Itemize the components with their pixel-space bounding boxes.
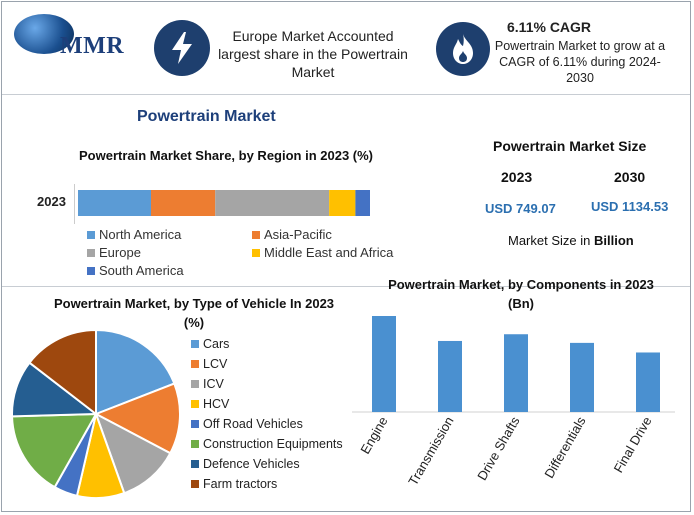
components-bar (438, 340, 462, 412)
components-bar (504, 334, 528, 412)
pie-slice (95, 328, 176, 416)
components-chart-title: Powertrain Market, by Components in 2023… (388, 277, 654, 311)
components-tick-label: Engine (357, 414, 390, 457)
section-divider (2, 286, 690, 287)
components-bar (372, 316, 396, 412)
pie-legend-item: HCV (191, 397, 229, 411)
legend-swatch (252, 230, 260, 239)
legend-label: Europe (99, 245, 141, 260)
pie-legend-item: LCV (191, 357, 227, 371)
cagr-text: Powertrain Market to grow at a CAGR of 6… (494, 39, 666, 85)
market-size-note: Market Size in Billion (508, 233, 634, 248)
components-tick-label: Drive Shafts (474, 414, 523, 483)
pie-legend-item: Farm tractors (191, 477, 277, 491)
legend-label: North America (99, 227, 182, 242)
components-bar (570, 342, 594, 412)
legend-swatch (191, 460, 199, 468)
logo-globe-icon (14, 14, 74, 54)
components-bar (636, 352, 660, 412)
market-size-note-prefix: Market Size in (508, 233, 594, 248)
legend-label: Middle East and Africa (264, 245, 394, 260)
market-size-year-2023: 2023 (501, 169, 533, 185)
vehicle-pie-chart (11, 328, 181, 499)
legend-swatch (252, 248, 260, 257)
header-divider (2, 94, 690, 95)
market-size-value-2023: USD 749.07 (485, 201, 556, 216)
legend-swatch (191, 360, 199, 368)
page-title: Powertrain Market (137, 108, 276, 125)
components-tick-label: Final Drive (611, 414, 655, 475)
region-chart-title: Powertrain Market Share, by Region in 20… (78, 148, 374, 163)
market-size-year-2030: 2030 (614, 169, 646, 185)
legend-label: Off Road Vehicles (203, 417, 303, 431)
legend-item-north-america: North America (87, 227, 181, 242)
region-bar-segment (78, 190, 151, 216)
cagr-title: 6.11% CAGR (507, 19, 592, 35)
pie-slice (11, 412, 98, 489)
pie-slice (28, 328, 97, 417)
market-size-note-unit: Billion (593, 233, 634, 248)
legend-label: South America (99, 263, 184, 278)
legend-swatch (191, 340, 199, 348)
pie-legend-item: Cars (191, 337, 229, 351)
legend-swatch (87, 266, 95, 275)
components-bar-chart: Engine Transmission Drive Shafts Differenti… (352, 316, 675, 488)
legend-label: Farm tractors (203, 477, 278, 491)
region-bar-segment (355, 190, 370, 216)
pie-slice (94, 411, 172, 495)
legend-swatch (191, 420, 199, 428)
flame-icon (436, 22, 490, 76)
pie-legend-item: Defence Vehicles (191, 457, 300, 471)
components-tick-label: Differentials (541, 414, 588, 481)
region-bar-segment (215, 190, 330, 216)
legend-item-mea: Middle East and Africa (252, 245, 393, 260)
pie-legend-item: ICV (191, 377, 224, 391)
vehicle-chart-title: Powertrain Market, by Type of Vehicle In… (53, 296, 335, 330)
legend-label: Asia-Pacific (264, 227, 332, 242)
legend-swatch (191, 440, 199, 448)
lightning-icon (154, 20, 210, 76)
region-bar-axis (74, 184, 75, 224)
legend-item-asia-pacific: Asia-Pacific (252, 227, 332, 242)
market-size-title: Powertrain Market Size (493, 138, 647, 154)
region-bar-segment (151, 190, 216, 216)
legend-swatch (191, 380, 199, 388)
legend-item-europe: Europe (87, 245, 141, 260)
legend-swatch (191, 480, 199, 488)
pie-legend-item: Construction Equipments (191, 437, 343, 451)
logo-text: MMR (60, 33, 125, 59)
components-tick-label: Transmission (405, 414, 456, 488)
legend-item-south-america: South America (87, 263, 184, 278)
pie-slice (93, 382, 181, 455)
pie-legend-item: Off Road Vehicles (191, 417, 303, 431)
legend-label: Defence Vehicles (203, 457, 300, 471)
legend-swatch (87, 248, 95, 257)
legend-swatch (87, 230, 95, 239)
region-bar-segment (329, 190, 356, 216)
legend-label: Cars (203, 337, 230, 351)
legend-label: Construction Equipments (203, 437, 343, 451)
region-bar-tick-label: 2023 (37, 194, 66, 209)
market-size-value-2030: USD 1134.53 (591, 199, 669, 214)
legend-label: LCV (203, 357, 228, 371)
header-card-europe-text: Europe Market Accounted largest share in… (218, 28, 408, 80)
legend-swatch (191, 400, 199, 408)
legend-label: HCV (203, 397, 230, 411)
legend-label: ICV (203, 377, 224, 391)
region-stacked-bar (78, 190, 370, 216)
